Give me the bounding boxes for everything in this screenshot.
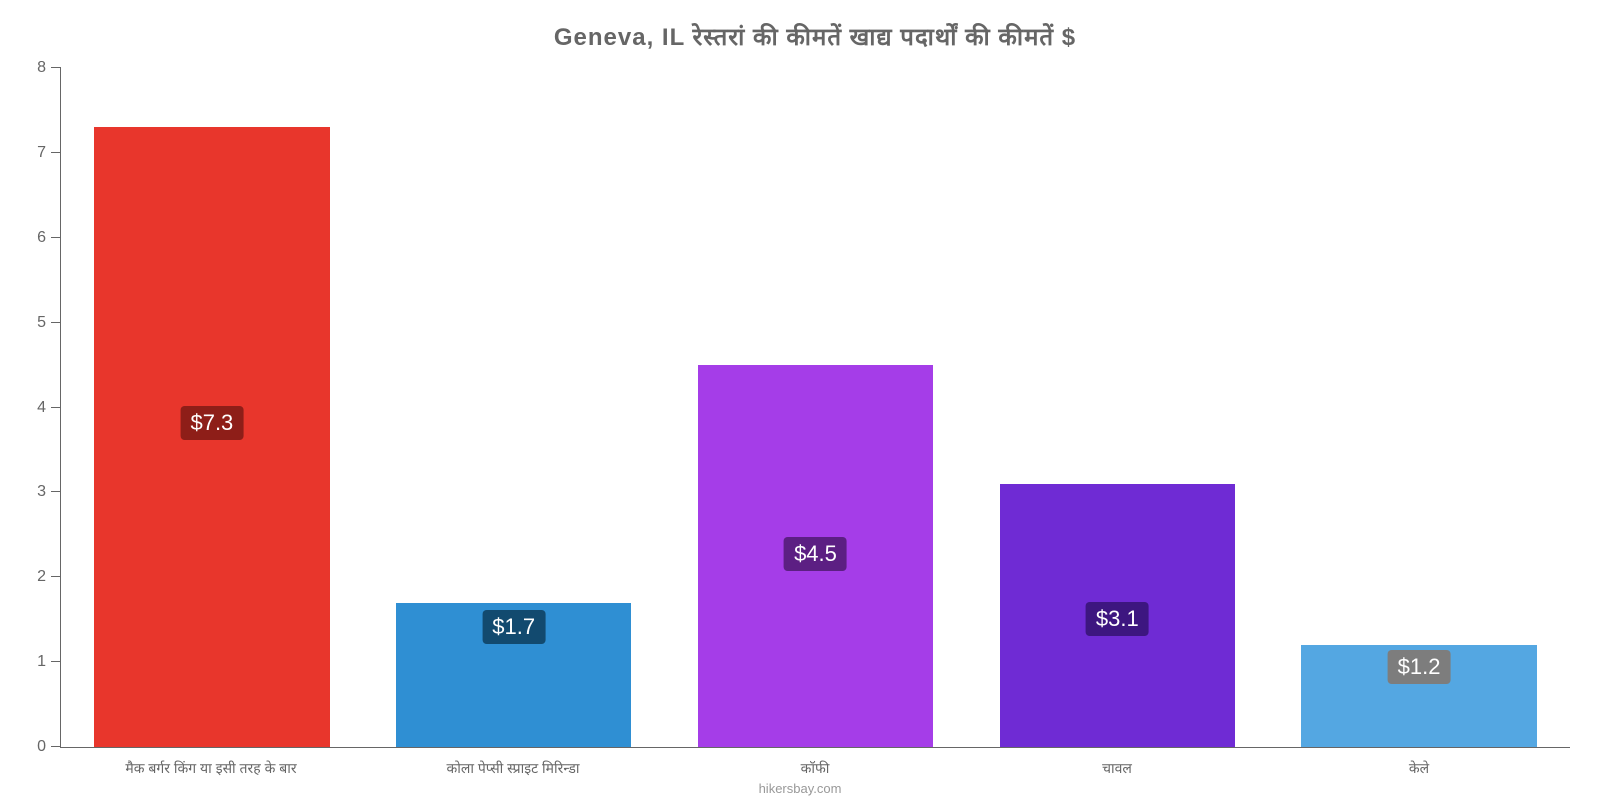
bar: $1.7	[396, 603, 631, 747]
y-tick-label: 1	[37, 653, 46, 671]
chart-title: Geneva, IL रेस्तरां की कीमतें खाद्य पदार…	[60, 20, 1570, 53]
watermark: hikersbay.com	[0, 781, 1600, 796]
plot-area: $7.3$1.7$4.5$3.1$1.2 012345678	[60, 68, 1570, 748]
x-axis-labels: मैक बर्गर किंग या इसी तरह के बारकोला पेप…	[60, 753, 1570, 778]
y-tick-label: 7	[37, 144, 46, 162]
bar-slot: $4.5	[665, 68, 967, 747]
value-badge: $7.3	[180, 406, 243, 440]
y-tick-label: 3	[37, 483, 46, 501]
x-axis-label: कॉफी	[664, 753, 966, 778]
y-tick-label: 0	[37, 738, 46, 756]
bar-slot: $1.2	[1268, 68, 1570, 747]
price-bar-chart: Geneva, IL रेस्तरां की कीमतें खाद्य पदार…	[0, 0, 1600, 800]
y-tick	[51, 576, 61, 577]
bars-row: $7.3 $1.7 $4.5 $3.1 $1.2	[61, 68, 1570, 747]
bar: $7.3	[94, 127, 329, 747]
y-tick	[51, 322, 61, 323]
y-tick-label: 6	[37, 229, 46, 247]
y-tick	[51, 67, 61, 68]
y-tick-label: 4	[37, 399, 46, 417]
y-tick-label: 2	[37, 568, 46, 586]
value-badge: $3.1	[1086, 602, 1149, 636]
value-badge: $1.2	[1388, 650, 1451, 684]
value-badge: $4.5	[784, 537, 847, 571]
y-tick	[51, 407, 61, 408]
bar: $1.2	[1301, 645, 1536, 747]
y-tick	[51, 152, 61, 153]
bar-slot: $3.1	[966, 68, 1268, 747]
y-tick	[51, 746, 61, 747]
y-tick-label: 5	[37, 314, 46, 332]
bar-slot: $1.7	[363, 68, 665, 747]
y-tick	[51, 491, 61, 492]
x-axis-label: मैक बर्गर किंग या इसी तरह के बार	[60, 753, 362, 778]
x-axis-label: चावल	[966, 753, 1268, 778]
y-tick	[51, 661, 61, 662]
value-badge: $1.7	[482, 610, 545, 644]
bar: $3.1	[1000, 484, 1235, 747]
y-tick-label: 8	[37, 59, 46, 77]
x-axis-label: केले	[1268, 753, 1570, 778]
bar-slot: $7.3	[61, 68, 363, 747]
y-tick	[51, 237, 61, 238]
x-axis-label: कोला पेप्सी स्प्राइट मिरिन्डा	[362, 753, 664, 778]
bar: $4.5	[698, 365, 933, 747]
